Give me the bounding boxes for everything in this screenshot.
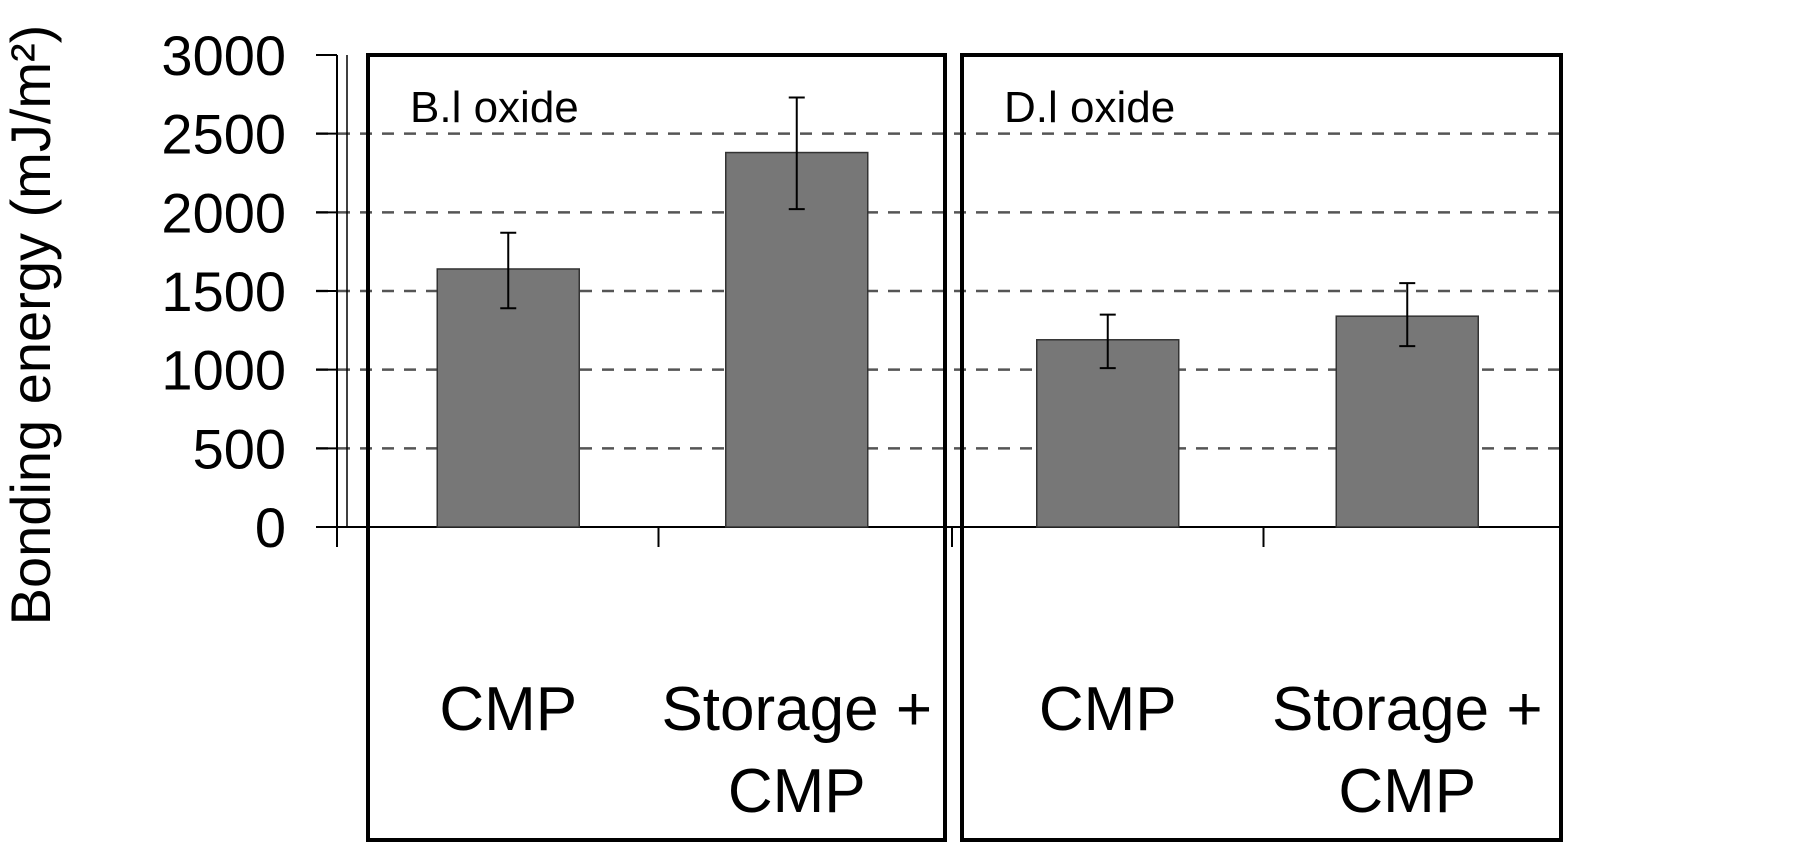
category-label: CMP [728, 757, 866, 826]
bar [1036, 339, 1180, 528]
y-axis-title: Bonding energy (mJ/m²) [0, 25, 62, 626]
y-tick-label: 500 [193, 417, 286, 480]
category-label: CMP [1039, 675, 1177, 744]
y-tick-label: 1000 [161, 339, 286, 402]
y-tick-label: 1500 [161, 260, 286, 323]
panel-label: B.l oxide [410, 83, 579, 132]
y-tick-label: 0 [255, 496, 286, 559]
category-label: Storage + [661, 675, 932, 744]
panel-frame [960, 53, 1563, 842]
bar [436, 268, 580, 528]
y-tick-label: 2000 [161, 181, 286, 244]
category-label: CMP [439, 675, 577, 744]
y-tick-label: 3000 [161, 24, 286, 87]
panel-frame [366, 53, 947, 842]
category-label: Storage + [1272, 675, 1543, 744]
panel-label: D.l oxide [1004, 83, 1175, 132]
bar [725, 151, 869, 528]
bar [1335, 315, 1479, 528]
y-tick-label: 2500 [161, 103, 286, 166]
category-label: CMP [1338, 757, 1476, 826]
